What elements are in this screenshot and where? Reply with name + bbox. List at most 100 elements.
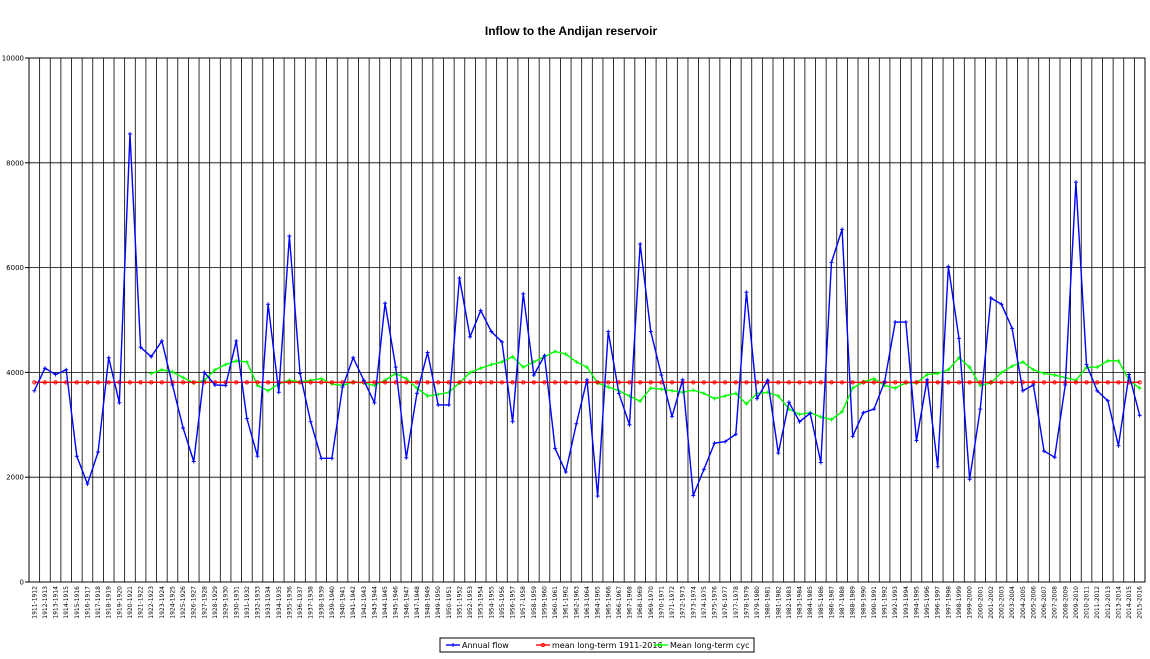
x-tick-label: 1944-1945	[382, 586, 389, 619]
data-point	[53, 380, 58, 385]
data-point	[850, 380, 855, 385]
data-point	[648, 380, 653, 385]
series-lines	[32, 131, 1142, 499]
data-point	[786, 380, 792, 385]
data-point	[903, 380, 908, 385]
x-tick-label: 1986-1987	[828, 586, 835, 619]
data-point	[1127, 372, 1132, 377]
data-point	[893, 386, 898, 391]
data-point	[468, 334, 473, 339]
data-point	[914, 438, 919, 443]
data-point	[818, 380, 823, 385]
y-tick-label: 2000	[6, 474, 24, 482]
data-point	[585, 377, 589, 382]
x-tick-label: 1947-1948	[414, 586, 421, 619]
data-point	[1073, 180, 1078, 185]
data-point	[712, 441, 717, 446]
data-point	[988, 295, 993, 300]
data-point	[829, 260, 834, 265]
x-tick-label: 1929-1930	[223, 586, 230, 619]
x-tick-label: 1993-1994	[903, 586, 910, 619]
x-tick-label: 1912-1913	[42, 586, 49, 619]
data-point	[425, 380, 430, 385]
x-tick-label: 1962-1963	[573, 586, 580, 619]
x-tick-label: 2006-2007	[1041, 586, 1048, 619]
data-point	[1063, 382, 1068, 387]
data-point	[871, 407, 876, 412]
x-tick-label: 1964-1965	[595, 586, 602, 619]
data-point	[298, 371, 303, 376]
x-tick-label: 2012-2013	[1105, 586, 1112, 619]
data-point	[117, 380, 122, 385]
x-tick-label: 1972-1973	[680, 586, 687, 619]
data-point	[361, 378, 366, 383]
data-point	[829, 380, 834, 385]
data-point	[733, 391, 738, 396]
data-point	[1052, 380, 1057, 385]
x-tick-label: 1971-1972	[669, 586, 676, 619]
data-point	[74, 454, 79, 459]
data-point	[1137, 380, 1142, 385]
grid-lines	[28, 57, 1146, 583]
x-tick-label: 1990-1991	[871, 586, 878, 619]
data-point	[638, 380, 643, 385]
data-point	[255, 380, 260, 385]
legend-label: mean long-term 1911-2016	[552, 641, 663, 650]
x-tick-label: 1959-1960	[541, 586, 548, 619]
legend: Annual flow mean long-term 1911-2016 Mean …	[439, 637, 755, 653]
data-point	[585, 365, 589, 370]
x-tick-label: 1976-1977	[722, 586, 729, 619]
data-point	[149, 354, 154, 359]
x-tick-label: 2007-2008	[1052, 586, 1059, 619]
x-tick-label: 1955-1956	[499, 586, 506, 619]
data-point	[712, 380, 717, 385]
data-point	[521, 365, 526, 370]
x-tick-label: 1942-1943	[361, 586, 368, 619]
data-point	[723, 439, 728, 444]
data-point	[595, 494, 600, 499]
x-tick-label: 1954-1955	[488, 586, 495, 619]
data-point	[659, 373, 664, 378]
data-point	[106, 380, 111, 385]
x-tick-label: 1926-1927	[191, 586, 198, 619]
data-point	[64, 367, 69, 372]
data-point	[956, 380, 962, 385]
data-point	[340, 385, 345, 390]
data-point	[191, 380, 196, 385]
data-point	[723, 393, 728, 398]
data-point	[351, 355, 356, 360]
data-point	[276, 390, 281, 395]
data-point	[255, 454, 260, 459]
data-point	[606, 329, 611, 334]
data-point	[691, 388, 696, 393]
data-point	[553, 380, 558, 385]
x-tick-label: 1984-1985	[807, 586, 814, 619]
data-point	[244, 359, 249, 364]
data-point	[861, 380, 866, 385]
x-tick-label: 1970-1971	[658, 586, 665, 619]
data-point	[606, 385, 611, 390]
x-tick-label: 1952-1953	[467, 586, 474, 619]
data-point	[351, 380, 356, 385]
data-point	[159, 338, 164, 343]
x-tick-label: 2015-2016	[1137, 586, 1144, 619]
data-point	[925, 377, 930, 382]
data-point	[839, 380, 845, 385]
data-point	[446, 402, 451, 407]
data-point	[510, 380, 515, 385]
data-point	[733, 432, 738, 437]
data-point	[925, 372, 930, 377]
x-tick-label: 1925-1926	[180, 586, 187, 619]
x-tick-label: 1916-1917	[84, 586, 91, 619]
data-point	[553, 349, 558, 354]
data-point	[871, 376, 876, 381]
data-point	[181, 380, 186, 385]
data-point	[818, 460, 823, 465]
y-tick-label: 6000	[6, 264, 24, 272]
x-tick-label: 1981-1982	[775, 586, 782, 619]
data-point	[319, 456, 324, 461]
x-tick-label: 1932-1933	[255, 586, 262, 619]
data-point	[531, 380, 536, 385]
x-tick-label: 1989-1990	[860, 586, 867, 619]
